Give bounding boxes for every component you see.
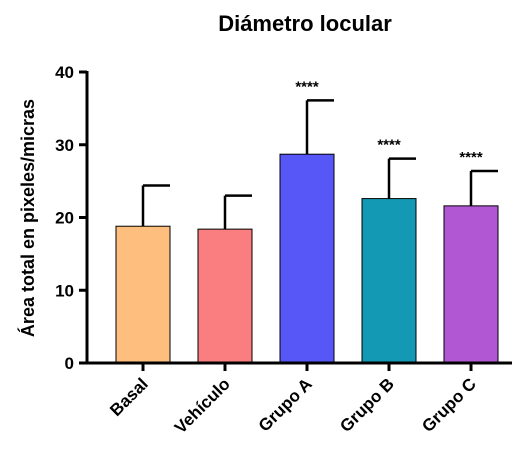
- x-tick-label: Grupo A: [255, 374, 316, 435]
- chart-title: Diámetro locular: [218, 11, 392, 36]
- bar-vehículo: [197, 228, 253, 364]
- bar-grupo-b: [361, 198, 417, 364]
- x-tick-label: Vehículo: [171, 374, 234, 437]
- y-tick-label: 0: [65, 354, 74, 373]
- bar-grupo-c: [443, 205, 499, 364]
- bar-basal: [115, 225, 171, 364]
- y-tick-label: 10: [55, 281, 74, 300]
- y-tick-label: 40: [55, 63, 74, 82]
- y-tick-label: 20: [55, 209, 74, 228]
- significance-label: ****: [295, 78, 319, 95]
- bars-group: **** **** ****: [115, 78, 499, 364]
- y-axis-label: Área total en pixeles/micras: [17, 99, 38, 337]
- x-tick-label: Grupo C: [418, 374, 480, 436]
- x-tick-label: Basal: [106, 374, 152, 420]
- bar-grupo-a: [279, 153, 335, 364]
- significance-label: ****: [459, 149, 483, 166]
- significance-label: ****: [377, 137, 401, 154]
- y-axis: 0 10 20 30 40: [55, 63, 89, 373]
- x-axis: Basal Vehículo Grupo A Grupo B Grupo C: [86, 361, 512, 437]
- x-tick-label: Grupo B: [336, 374, 398, 436]
- y-tick-label: 30: [55, 136, 74, 155]
